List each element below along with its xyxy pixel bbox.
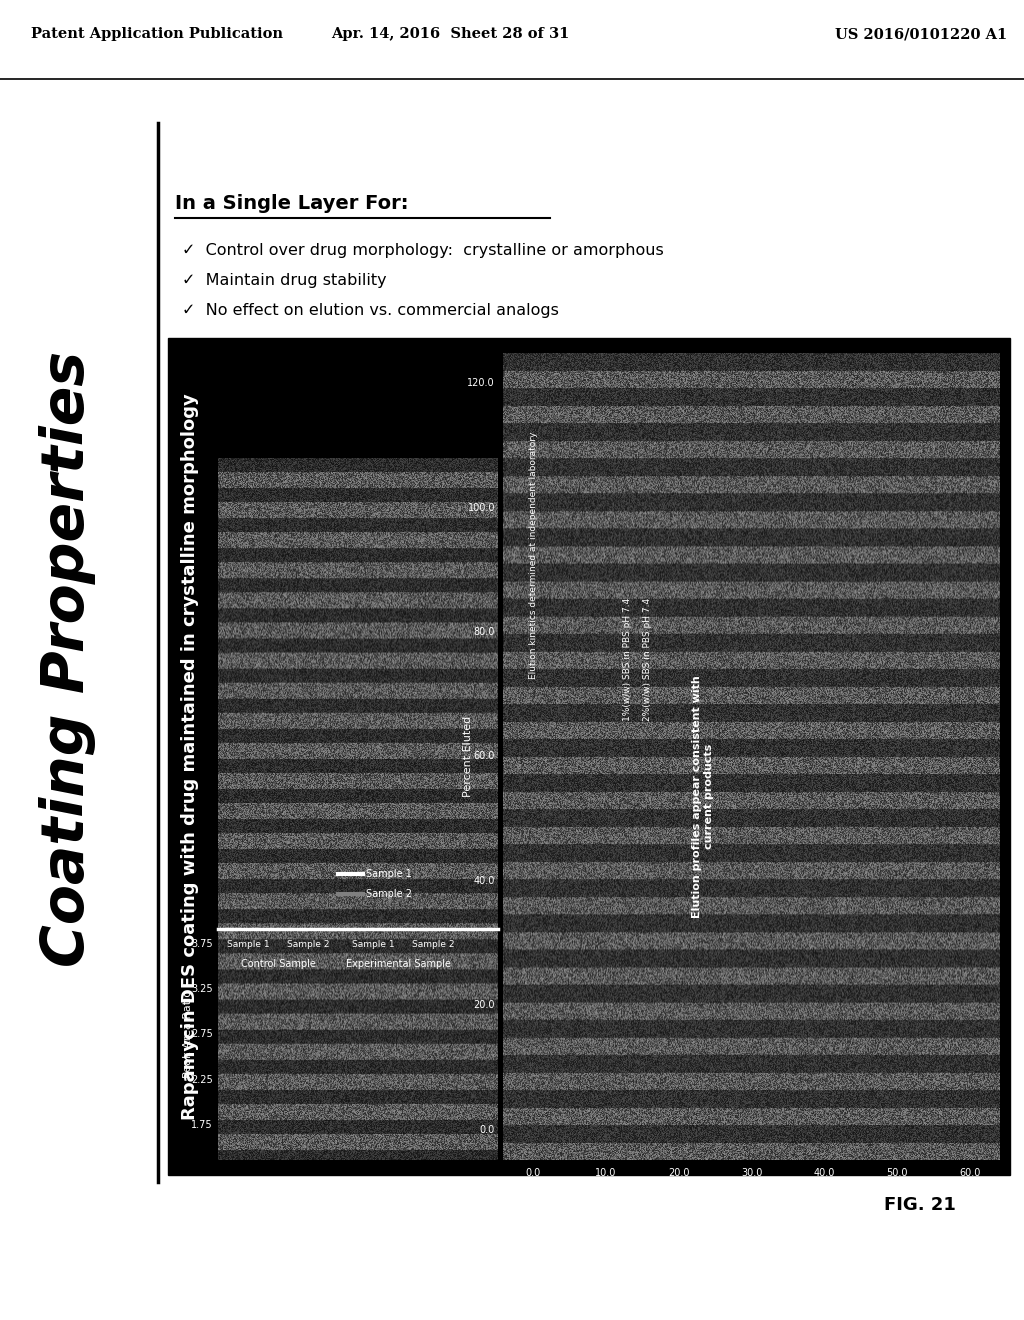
Text: Apr. 14, 2016  Sheet 28 of 31: Apr. 14, 2016 Sheet 28 of 31 <box>332 28 569 41</box>
Text: 3.25: 3.25 <box>191 985 213 994</box>
Text: 1.75: 1.75 <box>191 1119 213 1130</box>
Text: 1%(w/w) SBS in PBS pH 7.4: 1%(w/w) SBS in PBS pH 7.4 <box>623 598 632 721</box>
Text: US 2016/0101220 A1: US 2016/0101220 A1 <box>836 28 1008 41</box>
Text: Patent Application Publication: Patent Application Publication <box>31 28 283 41</box>
Text: In a Single Layer For:: In a Single Layer For: <box>175 194 409 213</box>
Text: Elution Time (hours): Elution Time (hours) <box>695 1185 808 1195</box>
Text: 40.0: 40.0 <box>474 876 495 886</box>
Text: 3.75: 3.75 <box>191 940 213 949</box>
Text: Coating Properties: Coating Properties <box>40 351 96 966</box>
Text: Sample 2: Sample 2 <box>287 940 330 949</box>
Text: ✓  Control over drug morphology:  crystalline or amorphous: ✓ Control over drug morphology: crystall… <box>182 243 664 257</box>
Text: ✓  No effect on elution vs. commercial analogs: ✓ No effect on elution vs. commercial an… <box>182 302 559 318</box>
Text: 120.0: 120.0 <box>467 379 495 388</box>
Text: 30.0: 30.0 <box>740 1168 762 1177</box>
Text: 80.0: 80.0 <box>474 627 495 638</box>
Text: 60.0: 60.0 <box>474 751 495 762</box>
Text: 20.0: 20.0 <box>473 1001 495 1010</box>
Text: FIG. 21: FIG. 21 <box>884 1196 956 1214</box>
Text: Sample 2: Sample 2 <box>366 890 412 899</box>
Text: 40.0: 40.0 <box>814 1168 835 1177</box>
Text: Experimental Sample: Experimental Sample <box>345 960 451 969</box>
Bar <box>168 338 1010 1175</box>
Text: 0.0: 0.0 <box>480 1125 495 1135</box>
Text: 20.0: 20.0 <box>668 1168 689 1177</box>
Text: Sample 1: Sample 1 <box>366 869 412 879</box>
Text: Percent Eluted: Percent Eluted <box>463 715 473 797</box>
Text: 100.0: 100.0 <box>468 503 495 512</box>
Text: ✓  Maintain drug stability: ✓ Maintain drug stability <box>182 273 387 288</box>
Text: Sample 2: Sample 2 <box>412 940 455 949</box>
Text: Peak Area Ratio: Peak Area Ratio <box>183 990 193 1078</box>
Text: Elution kinetics determined at independent laboratory: Elution kinetics determined at independe… <box>528 432 538 678</box>
Text: Elution profiles appear consistent with
current products: Elution profiles appear consistent with … <box>692 676 714 919</box>
Text: Control Sample: Control Sample <box>241 960 315 969</box>
Text: 2.75: 2.75 <box>191 1030 213 1039</box>
Text: 10.0: 10.0 <box>595 1168 616 1177</box>
Text: 60.0: 60.0 <box>959 1168 981 1177</box>
Text: 0.0: 0.0 <box>525 1168 541 1177</box>
Text: Sample 1: Sample 1 <box>226 940 269 949</box>
Text: 2%(w/w) SBS in PBS pH 7.4: 2%(w/w) SBS in PBS pH 7.4 <box>643 598 652 721</box>
Text: Sample 1: Sample 1 <box>351 940 394 949</box>
Text: 50.0: 50.0 <box>887 1168 908 1177</box>
Text: 2.25: 2.25 <box>191 1074 213 1085</box>
Text: Rapamycin DES coating with drug maintained in crystalline morphology: Rapamycin DES coating with drug maintain… <box>181 393 199 1119</box>
